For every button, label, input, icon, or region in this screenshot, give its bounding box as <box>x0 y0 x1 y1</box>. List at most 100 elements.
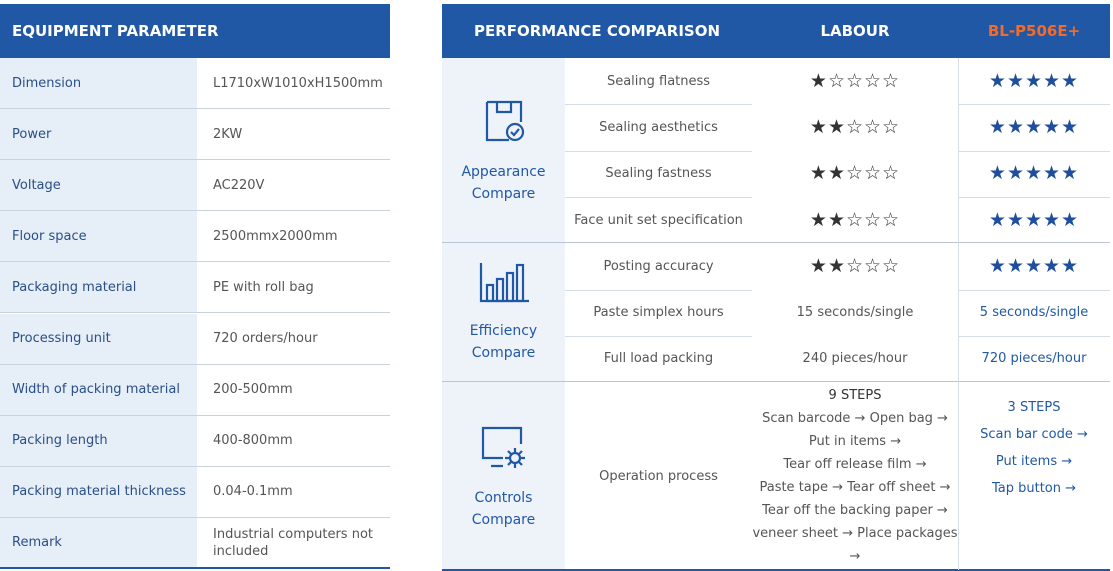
labour-cell: ★★☆☆☆ <box>752 197 958 243</box>
bl-cell: ★★★★★ <box>958 151 1110 197</box>
row-rule <box>958 196 1110 198</box>
bl-cell: ★★★★★ <box>958 58 1110 104</box>
labour-line: Tear off release film → <box>783 457 927 473</box>
row-rule <box>958 104 1110 106</box>
group-label: Appearance Compare <box>461 164 546 203</box>
group-label: Efficiency Compare <box>469 323 538 362</box>
bl-line: ★★★★★ <box>988 254 1080 277</box>
bl-line: ★★★★★ <box>988 69 1080 92</box>
param-key: Processing unit <box>0 313 197 364</box>
param-value: 400-800mm <box>213 433 293 449</box>
param-row: Processing unit 720 orders/hour <box>0 313 390 365</box>
param-value: 0.04-0.1mm <box>213 484 293 500</box>
header-cell: BL-P506E+ <box>987 22 1081 40</box>
param-key: Width of packing material <box>0 364 197 415</box>
param-row: Packing length 400-800mm <box>0 415 390 467</box>
labour-line: Tear off the backing paper → <box>762 503 948 519</box>
labour-line: ★☆☆☆☆ <box>809 69 901 92</box>
bl-line: ★★★★★ <box>988 115 1080 138</box>
labour-line: Paste tape → Tear off sheet → <box>759 480 951 496</box>
row-rule <box>565 150 752 152</box>
bl-cell: ★★★★★ <box>958 197 1110 243</box>
param-key: Power <box>0 109 197 160</box>
table-title: EQUIPMENT PARAMETER <box>0 4 390 58</box>
bl-line: 5 seconds/single <box>979 305 1089 321</box>
param-value: 2KW <box>213 126 243 142</box>
header-cell: PERFORMANCE COMPARISON <box>473 22 721 40</box>
param-row: Power 2KW <box>0 109 390 161</box>
bl-line: ★★★★★ <box>988 208 1080 231</box>
param-value: L1710xW1010xH1500mm <box>213 75 383 91</box>
bl-line: 720 pieces/hour <box>981 351 1087 367</box>
param-key: Packaging material <box>0 262 197 313</box>
row-rule <box>565 104 752 106</box>
group-rule <box>442 242 1110 244</box>
criterion: Face unit set specification <box>574 212 743 228</box>
row-rule <box>958 150 1110 152</box>
param-value: 200-500mm <box>213 382 293 398</box>
criterion: Sealing aesthetics <box>599 119 718 135</box>
param-key: Remark <box>0 517 197 568</box>
labour-cell: 15 seconds/single <box>752 290 958 336</box>
bl-cell: 720 pieces/hour <box>958 336 1110 382</box>
criterion: Posting accuracy <box>603 258 714 274</box>
bl-cell: ★★★★★ <box>958 104 1110 150</box>
criterion: Paste simplex hours <box>593 305 724 321</box>
labour-cell: ★★☆☆☆ <box>752 151 958 197</box>
group-icon <box>479 96 529 153</box>
group-icon <box>477 422 531 479</box>
bl-line: Scan bar code → <box>980 427 1088 443</box>
criterion: Operation process <box>599 468 718 484</box>
bl-cell: ★★★★★ <box>958 243 1110 289</box>
equipment-table: EQUIPMENT PARAMETER Dimension L1710xW1010… <box>0 4 390 570</box>
group-label: Controls Compare <box>471 489 536 528</box>
param-row: Packaging material PE with roll bag <box>0 262 390 314</box>
group-rule <box>442 381 1110 383</box>
labour-line: Put in items → <box>808 434 902 450</box>
row-rule <box>565 289 752 291</box>
param-value: 2500mmx2000mm <box>213 228 338 244</box>
group-cell: Appearance Compare <box>442 58 565 244</box>
labour-line: ★★☆☆☆ <box>809 254 901 277</box>
performance-table: PERFORMANCE COMPARISON LABOUR BL-P506E+ … <box>442 4 1110 571</box>
param-value: Industrial computers not included <box>213 526 373 559</box>
row-rule <box>565 196 752 198</box>
param-value: PE with roll bag <box>213 279 314 295</box>
param-key: Voltage <box>0 160 197 211</box>
bl-line: ★★★★★ <box>988 162 1080 185</box>
labour-line: ★★☆☆☆ <box>809 115 901 138</box>
labour-cell: ★★☆☆☆ <box>752 104 958 150</box>
param-key: Floor space <box>0 211 197 262</box>
bl-line: Put items → <box>995 454 1073 470</box>
criterion: Sealing flatness <box>606 73 711 89</box>
group-cell: Efficiency Compare <box>442 243 565 383</box>
row-rule <box>958 335 1110 337</box>
row-rule <box>958 289 1110 291</box>
labour-line: ★★☆☆☆ <box>809 208 901 231</box>
labour-cell: 240 pieces/hour <box>752 336 958 382</box>
param-row: Floor space 2500mmx2000mm <box>0 211 390 263</box>
param-value: AC220V <box>213 177 265 193</box>
group-icon <box>477 261 531 312</box>
labour-line: veneer sheet → Place packages → <box>752 526 958 565</box>
bl-cell: 5 seconds/single <box>958 290 1110 336</box>
param-key: Packing material thickness <box>0 466 197 517</box>
table-header <box>442 4 1110 58</box>
param-value: 720 orders/hour <box>213 331 318 347</box>
param-key: Packing length <box>0 415 197 466</box>
labour-line: ★★☆☆☆ <box>809 162 901 185</box>
param-key: Dimension <box>0 58 197 109</box>
group-cell: Controls Compare <box>442 382 565 570</box>
bl-line: Tap button → <box>991 481 1077 497</box>
col-rule <box>958 58 959 570</box>
criterion: Full load packing <box>603 351 714 367</box>
param-row: Dimension L1710xW1010xH1500mm <box>0 58 390 110</box>
labour-line: 9 STEPS <box>828 388 882 404</box>
labour-cell: ★★☆☆☆ <box>752 243 958 289</box>
bl-cell: 3 STEPS Scan bar code → Put items → Tap but… <box>958 382 1110 570</box>
labour-cell: ★☆☆☆☆ <box>752 58 958 104</box>
header-cell: LABOUR <box>820 22 890 40</box>
param-row: Remark Industrial computers not included <box>0 517 390 569</box>
criterion: Sealing fastness <box>605 166 712 182</box>
